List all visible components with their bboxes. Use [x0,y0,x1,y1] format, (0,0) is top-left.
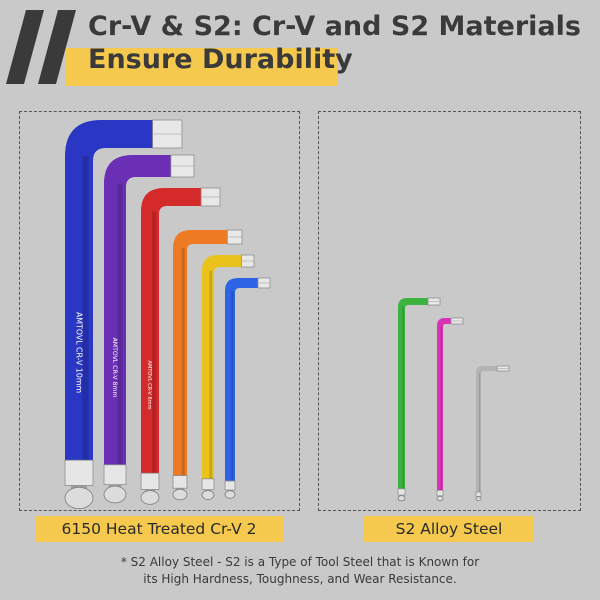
s2-key-2 [436,317,464,502]
cr-v-key-1-shade [82,156,89,461]
s2-key-set [397,297,510,502]
cr-v-key-2-shade [117,183,123,465]
s2-key-3 [475,365,510,502]
header-slashes [6,10,76,84]
footnote-line-1: * S2 Alloy Steel - S2 is a Type of Tool … [120,555,480,569]
cr-v-key-3-body [141,188,202,474]
cr-v-key-6-neck [224,480,236,491]
cr-v-key-1: AMTOVL CR-V 10mm [64,119,183,510]
s2-key-3-neck [475,491,482,497]
cr-v-key-2-body [104,155,171,465]
footnote-line-2: its High Hardness, Toughness, and Wear R… [143,572,457,586]
cr-v-key-6 [224,277,271,499]
cr-v-key-5 [201,254,255,500]
cr-v-key-4 [172,229,243,501]
cr-v-key-1-engraving: AMTOVL CR-V 10mm [74,312,83,393]
cr-v-key-5-shade [209,270,213,479]
s2-key-2-neck [436,489,444,497]
s2-caption: S2 Alloy Steel [364,516,534,542]
cr-v-key-6-shade [231,291,234,481]
cr-v-key-5-ball [201,490,215,500]
cr-v-key-1-ball [64,486,94,510]
title-line-1: Cr-V & S2: Cr-V and S2 Materials [88,11,581,42]
cr-v-key-5-body [202,255,242,479]
cr-v-key-1-neck [64,459,94,486]
cr-v-key-4-neck [172,475,188,489]
s2-key-1-body [398,298,428,489]
cr-v-key-4-body [173,230,228,476]
s2-key-3-body [476,366,497,492]
s2-key-2-ball [436,495,444,502]
cr-v-key-3-engraving: AMTOVL CR-V 6mm [146,361,152,410]
s2-panel [318,111,581,511]
cr-v-key-3-ball [140,490,160,505]
s2-key-1-ball [397,495,406,502]
s2-key-1-neck [397,488,406,496]
cr-v-key-set: AMTOVL CR-V 10mm AMTOVL CR-V 8mm AMTOVL CR… [64,119,271,510]
s2-key-3-shade [479,372,481,492]
cr-v-key-1-body [65,120,153,461]
cr-v-key-6-ball [224,490,236,499]
cr-v-key-6-body [225,278,258,481]
cr-v-key-5-neck [201,478,215,490]
cr-v-caption: 6150 Heat Treated Cr-V 2 [35,516,283,542]
cr-v-key-3-shade [152,211,157,474]
footnote: * S2 Alloy Steel - S2 is a Type of Tool … [0,554,600,588]
s2-key-3-ball [475,496,482,502]
cr-v-key-3-neck [140,472,160,490]
cr-v-key-4-ball [172,488,188,501]
cr-v-key-2-engraving: AMTOVL CR-V 8mm [111,338,118,398]
cr-v-key-3: AMTOVL CR-V 6mm [140,187,221,505]
title-highlight [66,48,338,86]
cr-v-key-4-shade [181,248,185,476]
page-title: Cr-V & S2: Cr-V and S2 Materials Ensure … [88,10,581,76]
cr-v-panel [19,111,300,511]
cr-v-key-2: AMTOVL CR-V 8mm [103,154,195,504]
cr-v-key-2-ball [103,485,127,504]
title-line-2: Ensure Durability [88,44,353,75]
s2-key-2-body [437,318,451,491]
s2-key-1 [397,297,441,502]
s2-key-1-shade [402,307,404,489]
cr-v-key-2-neck [103,464,127,485]
s2-key-2-shade [440,325,443,491]
